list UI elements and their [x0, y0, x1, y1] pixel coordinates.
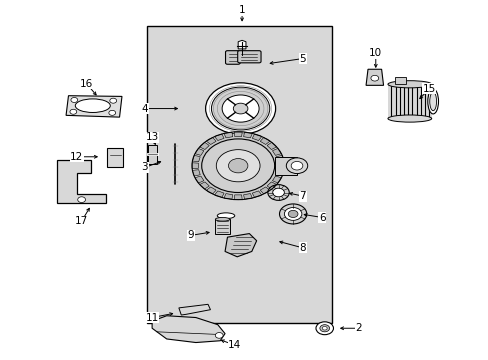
Polygon shape [234, 195, 242, 199]
Circle shape [322, 327, 326, 330]
Text: 2: 2 [355, 323, 361, 333]
Circle shape [216, 150, 260, 182]
Bar [215, 219, 229, 234]
Circle shape [228, 158, 247, 173]
Polygon shape [57, 160, 106, 203]
Text: 13: 13 [145, 132, 159, 142]
Text: 1: 1 [238, 5, 245, 15]
Bar [275, 157, 296, 175]
Text: 14: 14 [228, 340, 241, 350]
Circle shape [272, 188, 284, 197]
Polygon shape [252, 191, 261, 197]
Circle shape [319, 325, 329, 332]
Bar [148, 145, 157, 153]
Circle shape [211, 87, 269, 130]
Ellipse shape [387, 115, 431, 122]
Text: 11: 11 [145, 312, 159, 323]
Polygon shape [266, 142, 276, 149]
Circle shape [279, 204, 306, 224]
Text: 15: 15 [422, 84, 435, 94]
Polygon shape [266, 182, 276, 189]
Circle shape [222, 95, 259, 122]
Circle shape [110, 98, 116, 103]
FancyBboxPatch shape [237, 51, 261, 63]
Text: 4: 4 [141, 104, 148, 113]
Ellipse shape [427, 89, 438, 114]
Ellipse shape [217, 213, 234, 219]
Circle shape [78, 197, 85, 203]
Polygon shape [366, 69, 383, 85]
Bar [387, 84, 431, 119]
Circle shape [70, 109, 77, 114]
Polygon shape [243, 132, 252, 138]
Polygon shape [224, 132, 232, 138]
Polygon shape [199, 182, 209, 189]
Polygon shape [195, 148, 203, 156]
Polygon shape [272, 148, 281, 156]
Bar [147, 26, 331, 323]
Text: 10: 10 [368, 48, 382, 58]
Circle shape [194, 134, 282, 198]
Circle shape [71, 98, 78, 103]
Text: 8: 8 [299, 243, 305, 253]
Polygon shape [224, 194, 232, 199]
Circle shape [109, 111, 116, 115]
Polygon shape [214, 134, 224, 140]
Ellipse shape [387, 81, 431, 88]
Polygon shape [224, 234, 256, 257]
Circle shape [370, 75, 378, 81]
Circle shape [233, 103, 247, 114]
Polygon shape [152, 316, 224, 342]
Polygon shape [192, 163, 198, 169]
Polygon shape [179, 304, 210, 315]
Circle shape [290, 161, 302, 170]
Text: 3: 3 [141, 162, 148, 172]
Polygon shape [206, 187, 216, 194]
Circle shape [315, 322, 333, 335]
Polygon shape [234, 132, 242, 136]
Ellipse shape [75, 99, 110, 112]
Circle shape [267, 185, 288, 201]
Ellipse shape [429, 92, 436, 111]
Circle shape [284, 207, 301, 220]
Text: 16: 16 [80, 78, 93, 89]
Polygon shape [206, 138, 216, 144]
Bar [107, 148, 122, 167]
Circle shape [201, 139, 274, 193]
Polygon shape [214, 191, 224, 197]
Polygon shape [238, 40, 245, 49]
Circle shape [287, 210, 297, 217]
Circle shape [215, 333, 223, 338]
Polygon shape [252, 134, 261, 140]
Ellipse shape [215, 217, 229, 221]
Text: 17: 17 [75, 216, 88, 226]
Polygon shape [66, 96, 122, 117]
Text: 7: 7 [299, 191, 305, 201]
Circle shape [205, 83, 275, 134]
Circle shape [286, 158, 307, 174]
Polygon shape [195, 176, 203, 183]
Polygon shape [276, 155, 284, 162]
Polygon shape [192, 170, 200, 176]
Polygon shape [276, 170, 284, 176]
Text: 6: 6 [318, 212, 325, 222]
Polygon shape [260, 138, 269, 144]
FancyBboxPatch shape [225, 51, 240, 64]
Polygon shape [192, 155, 200, 162]
Bar [148, 155, 157, 163]
Polygon shape [260, 187, 269, 194]
Text: 5: 5 [299, 54, 305, 64]
Bar [394, 77, 405, 84]
Polygon shape [272, 176, 281, 183]
Text: 12: 12 [70, 152, 83, 162]
Polygon shape [277, 163, 284, 169]
Polygon shape [243, 194, 252, 199]
Text: 9: 9 [187, 230, 194, 240]
Polygon shape [199, 142, 209, 149]
